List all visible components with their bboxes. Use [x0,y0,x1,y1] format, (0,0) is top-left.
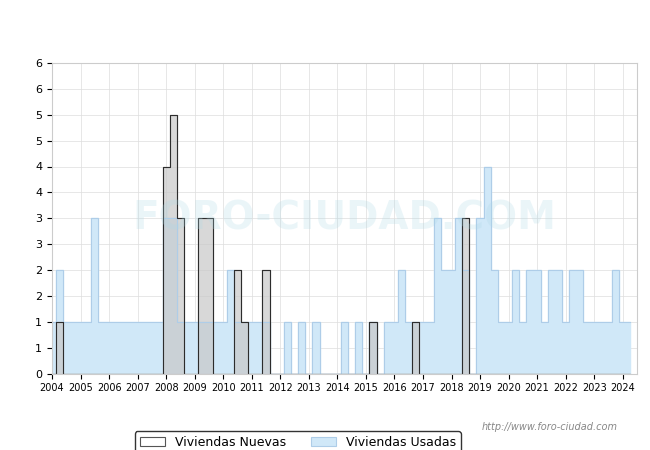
Text: Huerto - Evolucion del Nº de Transacciones Inmobiliarias: Huerto - Evolucion del Nº de Transaccion… [109,19,541,35]
Text: http://www.foro-ciudad.com: http://www.foro-ciudad.com [482,422,618,432]
Legend: Viviendas Nuevas, Viviendas Usadas: Viviendas Nuevas, Viviendas Usadas [135,431,461,450]
Text: FORO-CIUDAD.COM: FORO-CIUDAD.COM [133,199,556,237]
